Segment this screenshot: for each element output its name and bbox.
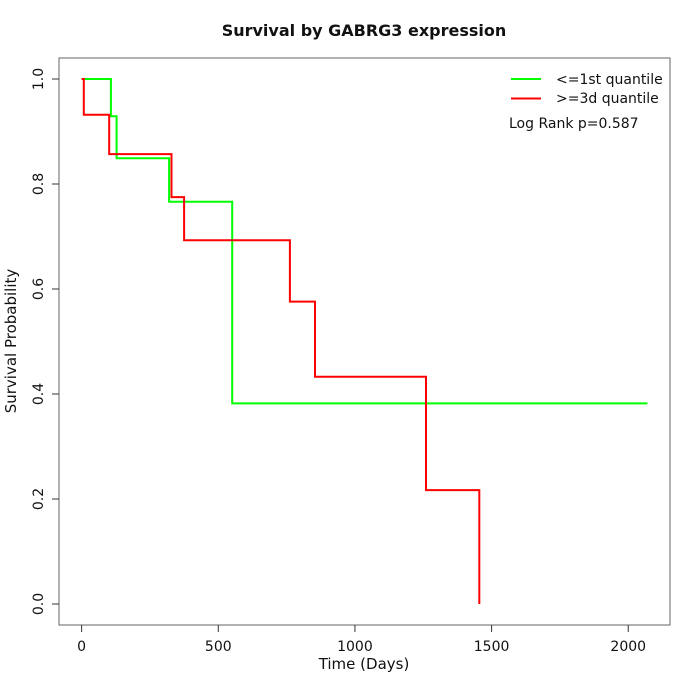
x-tick-label: 2000	[610, 639, 646, 655]
x-tick-label: 0	[77, 639, 86, 655]
y-tick-label: 0.4	[31, 383, 47, 405]
y-tick-label: 0.0	[31, 593, 47, 615]
x-tick-label: 500	[205, 639, 232, 655]
legend-label-first-quantile: <=1st quantile	[556, 72, 663, 88]
y-axis-title: Survival Probability	[2, 269, 20, 414]
y-tick-label: 0.6	[31, 278, 47, 300]
survival-curve-1	[81, 78, 481, 604]
chart-title: Survival by GABRG3 expression	[222, 21, 507, 40]
plot-area: 0 500 1000 1500 2000 0.0 0.2 0.4 0.6 0.8 1.0	[31, 57, 671, 655]
legend-label-third-quantile: >=3d quantile	[556, 91, 659, 107]
x-axis-title: Time (Days)	[318, 655, 410, 673]
x-tick-label: 1500	[474, 639, 510, 655]
x-tick-label: 1000	[337, 639, 373, 655]
y-tick-label: 0.8	[31, 173, 47, 195]
y-tick-label: 0.2	[31, 488, 47, 510]
y-tick-label: 1.0	[31, 68, 47, 90]
log-rank-annotation: Log Rank p=0.587	[509, 116, 639, 132]
survival-curve-0	[81, 78, 648, 405]
plot-frame	[58, 57, 671, 626]
